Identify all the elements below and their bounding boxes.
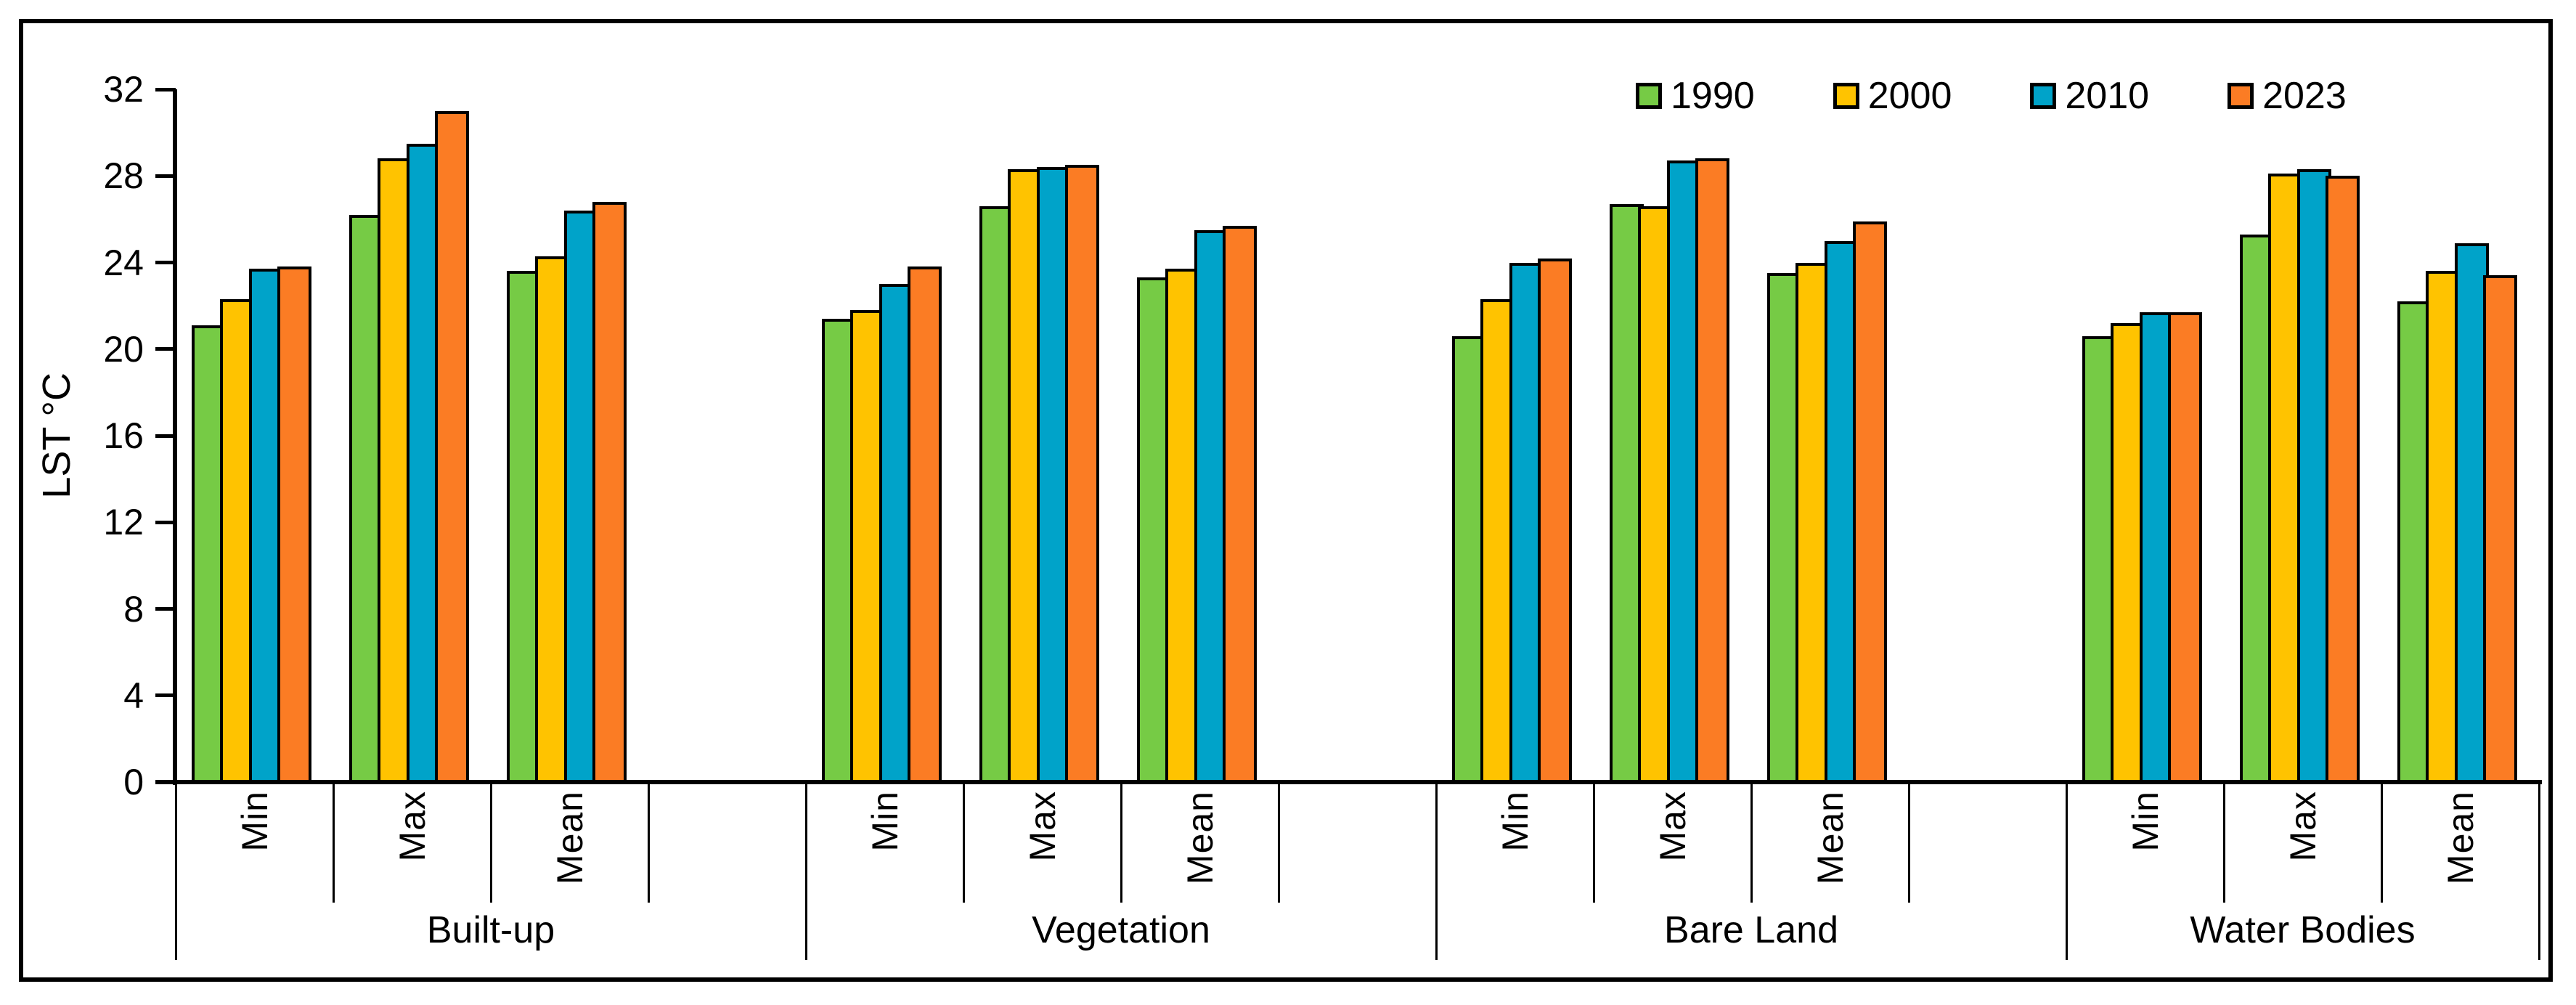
- stat-label-box: Min: [806, 791, 963, 901]
- group-divider: [1435, 782, 1438, 960]
- y-tick: [155, 87, 176, 91]
- y-tick-label: 28: [103, 155, 144, 197]
- stat-label-mean: Mean: [549, 791, 590, 885]
- y-tick-label: 24: [103, 242, 144, 283]
- stat-label-box: Mean: [2381, 791, 2539, 901]
- stat-label-box: Max: [333, 791, 491, 901]
- legend-label: 2010: [2065, 75, 2150, 117]
- legend-item-2010: 2010: [2030, 77, 2149, 115]
- stat-label-mean: Mean: [2440, 791, 2481, 885]
- y-tick: [155, 607, 176, 611]
- bar-built-up-min-2023: [277, 266, 311, 784]
- stat-label-box: Mean: [491, 791, 648, 901]
- category-divider: [489, 782, 492, 903]
- stat-label-box: Min: [2066, 791, 2224, 901]
- stat-label-max: Max: [1022, 791, 1063, 862]
- legend-swatch-1990: [1636, 83, 1662, 109]
- bar-built-up-max-2023: [434, 110, 469, 784]
- x-axis-line: [155, 780, 2542, 784]
- category-divider: [1592, 782, 1595, 903]
- y-axis-line: [173, 89, 177, 785]
- stat-label-box: Min: [1436, 791, 1594, 901]
- category-divider: [332, 782, 335, 903]
- stat-label-min: Min: [864, 791, 905, 852]
- category-divider: [647, 782, 650, 903]
- bar-bare-land-mean-2023: [1852, 221, 1887, 784]
- y-tick: [155, 347, 176, 351]
- bar-vegetation-max-2023: [1064, 165, 1099, 784]
- category-divider: [2380, 782, 2383, 903]
- category-divider: [1907, 782, 1910, 903]
- bar-water-bodies-min-2023: [2167, 312, 2202, 784]
- y-tick-label: 32: [103, 69, 144, 110]
- group-divider: [174, 782, 177, 960]
- category-divider: [2222, 782, 2225, 903]
- legend-item-2023: 2023: [2227, 77, 2347, 115]
- group-divider: [804, 782, 807, 960]
- stat-label-max: Max: [2282, 791, 2323, 862]
- legend-item-1990: 1990: [1636, 77, 1755, 115]
- y-tick: [155, 434, 176, 438]
- bar-vegetation-min-2023: [907, 266, 942, 784]
- y-tick: [155, 261, 176, 264]
- legend-item-2000: 2000: [1833, 77, 1952, 115]
- y-tick-label: 16: [103, 415, 144, 456]
- legend-label: 2000: [1867, 75, 1952, 117]
- stat-label-box: Mean: [1751, 791, 1909, 901]
- bar-water-bodies-max-2023: [2325, 176, 2360, 784]
- stat-label-max: Max: [1652, 791, 1693, 862]
- legend-swatch-2000: [1833, 83, 1859, 109]
- legend-swatch-2023: [2227, 83, 2254, 109]
- category-divider: [1277, 782, 1280, 903]
- group-label-bare-land: Bare Land: [1664, 909, 1838, 951]
- bar-bare-land-max-2023: [1695, 158, 1729, 784]
- category-divider: [962, 782, 965, 903]
- y-tick-label: 0: [123, 762, 144, 802]
- stat-label-mean: Mean: [1809, 791, 1851, 885]
- stat-label-box: Mean: [1121, 791, 1279, 901]
- bar-built-up-mean-2023: [592, 202, 627, 784]
- group-label-water-bodies: Water Bodies: [2190, 909, 2416, 951]
- group-label-vegetation: Vegetation: [1032, 909, 1210, 951]
- y-tick: [155, 520, 176, 524]
- category-divider: [1750, 782, 1753, 903]
- legend-label: 2023: [2262, 75, 2347, 117]
- legend-swatch-2010: [2030, 83, 2057, 109]
- y-tick: [155, 693, 176, 698]
- stat-label-min: Min: [2124, 791, 2166, 852]
- legend: 1990 2000 2010 2023: [1636, 77, 2347, 115]
- y-tick-label: 8: [123, 588, 144, 630]
- bar-water-bodies-mean-2023: [2482, 275, 2517, 784]
- bar-vegetation-mean-2023: [1222, 225, 1257, 784]
- group-divider: [2538, 782, 2540, 960]
- group-label-built-up: Built-up: [426, 909, 555, 951]
- stat-label-box: Min: [176, 791, 333, 901]
- stat-label-box: Max: [963, 791, 1121, 901]
- legend-label: 1990: [1671, 75, 1755, 117]
- stat-label-box: Max: [2224, 791, 2381, 901]
- stat-label-max: Max: [391, 791, 433, 862]
- stat-label-min: Min: [234, 791, 275, 852]
- y-tick-label: 12: [103, 502, 144, 543]
- y-tick-label: 20: [103, 328, 144, 370]
- y-tick-label: 4: [123, 675, 144, 716]
- stat-label-box: Max: [1594, 791, 1751, 901]
- y-tick: [155, 174, 176, 178]
- group-divider: [2065, 782, 2068, 960]
- bar-bare-land-min-2023: [1537, 258, 1572, 784]
- stat-label-min: Min: [1494, 791, 1536, 852]
- category-divider: [1120, 782, 1122, 903]
- stat-label-mean: Mean: [1179, 791, 1220, 885]
